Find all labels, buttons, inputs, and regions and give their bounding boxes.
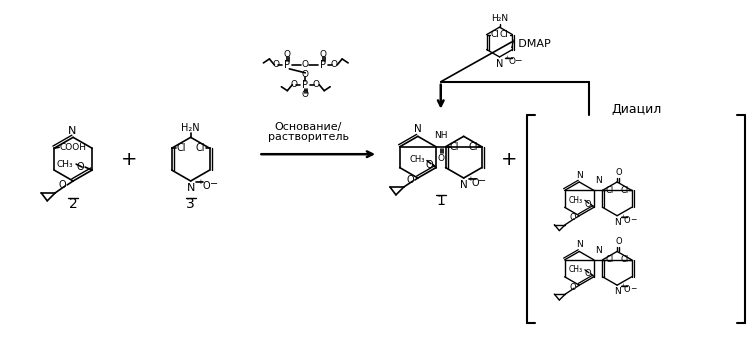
Text: −: − <box>630 284 636 293</box>
Text: Cl: Cl <box>621 255 629 264</box>
Text: O: O <box>406 175 414 185</box>
Text: Диацил: Диацил <box>611 103 661 116</box>
Text: P: P <box>302 80 308 90</box>
Text: O: O <box>319 51 327 60</box>
Text: N: N <box>614 218 621 227</box>
Text: Cl: Cl <box>468 142 478 152</box>
Text: P: P <box>320 60 326 70</box>
Text: Cl: Cl <box>177 143 186 153</box>
Text: N: N <box>614 287 621 296</box>
Text: +: + <box>621 214 626 219</box>
Text: CH₃: CH₃ <box>569 196 583 205</box>
Text: O: O <box>472 178 479 188</box>
Text: N: N <box>68 126 76 136</box>
Text: −: − <box>630 215 636 224</box>
Text: O: O <box>302 60 309 69</box>
Text: +: + <box>198 179 204 185</box>
Text: Cl: Cl <box>500 30 509 39</box>
Text: N: N <box>595 177 602 186</box>
Text: O: O <box>76 162 84 172</box>
Text: N: N <box>576 171 583 180</box>
Text: O: O <box>302 70 309 79</box>
Text: N: N <box>460 180 467 190</box>
Text: O: O <box>569 283 576 292</box>
Text: Основание/: Основание/ <box>275 122 342 132</box>
Text: +: + <box>621 283 626 288</box>
Text: −: − <box>210 179 217 189</box>
Text: O: O <box>302 90 309 99</box>
Text: 1: 1 <box>436 194 445 208</box>
Text: O: O <box>584 269 591 278</box>
Text: O: O <box>616 168 622 177</box>
Text: 2: 2 <box>69 197 78 211</box>
Text: COOH: COOH <box>59 143 86 152</box>
Text: O: O <box>584 200 591 209</box>
Text: O: O <box>624 285 630 294</box>
Text: O: O <box>569 213 576 222</box>
Text: +: + <box>121 150 137 169</box>
Text: Cl: Cl <box>606 186 614 195</box>
Text: O: O <box>437 154 444 163</box>
Text: O: O <box>284 51 291 60</box>
Text: CH₃: CH₃ <box>569 265 583 274</box>
Text: +: + <box>467 176 473 182</box>
Text: N: N <box>414 124 422 134</box>
Text: O: O <box>59 180 66 190</box>
Text: O: O <box>273 60 280 69</box>
Text: растворитель: растворитель <box>268 132 349 143</box>
Text: O: O <box>425 160 433 169</box>
Text: Cl: Cl <box>491 30 500 39</box>
Text: CH₃: CH₃ <box>409 155 425 164</box>
Text: O: O <box>202 181 211 191</box>
Text: Cl: Cl <box>621 186 629 195</box>
Text: Cl: Cl <box>196 143 205 153</box>
Text: Cl: Cl <box>449 142 459 152</box>
Text: −: − <box>478 176 485 186</box>
Text: / DMAP: / DMAP <box>510 39 550 49</box>
Text: +: + <box>504 55 509 60</box>
Text: +: + <box>501 150 518 169</box>
Text: CH₃: CH₃ <box>57 160 73 169</box>
Text: N: N <box>186 183 195 193</box>
Text: P: P <box>285 60 291 70</box>
Text: O: O <box>313 80 319 89</box>
Text: H₂N: H₂N <box>181 123 200 133</box>
Text: O: O <box>331 60 337 69</box>
Text: N: N <box>496 59 504 69</box>
Text: O: O <box>508 57 515 66</box>
Text: O: O <box>624 216 630 225</box>
Text: −: − <box>513 55 521 64</box>
Text: O: O <box>291 80 297 89</box>
Text: Cl: Cl <box>606 255 614 264</box>
Text: O: O <box>616 237 622 247</box>
Text: N: N <box>595 246 602 255</box>
Text: NH: NH <box>434 131 448 140</box>
Text: 3: 3 <box>186 197 195 211</box>
Text: N: N <box>576 241 583 250</box>
Text: H₂N: H₂N <box>491 14 508 23</box>
